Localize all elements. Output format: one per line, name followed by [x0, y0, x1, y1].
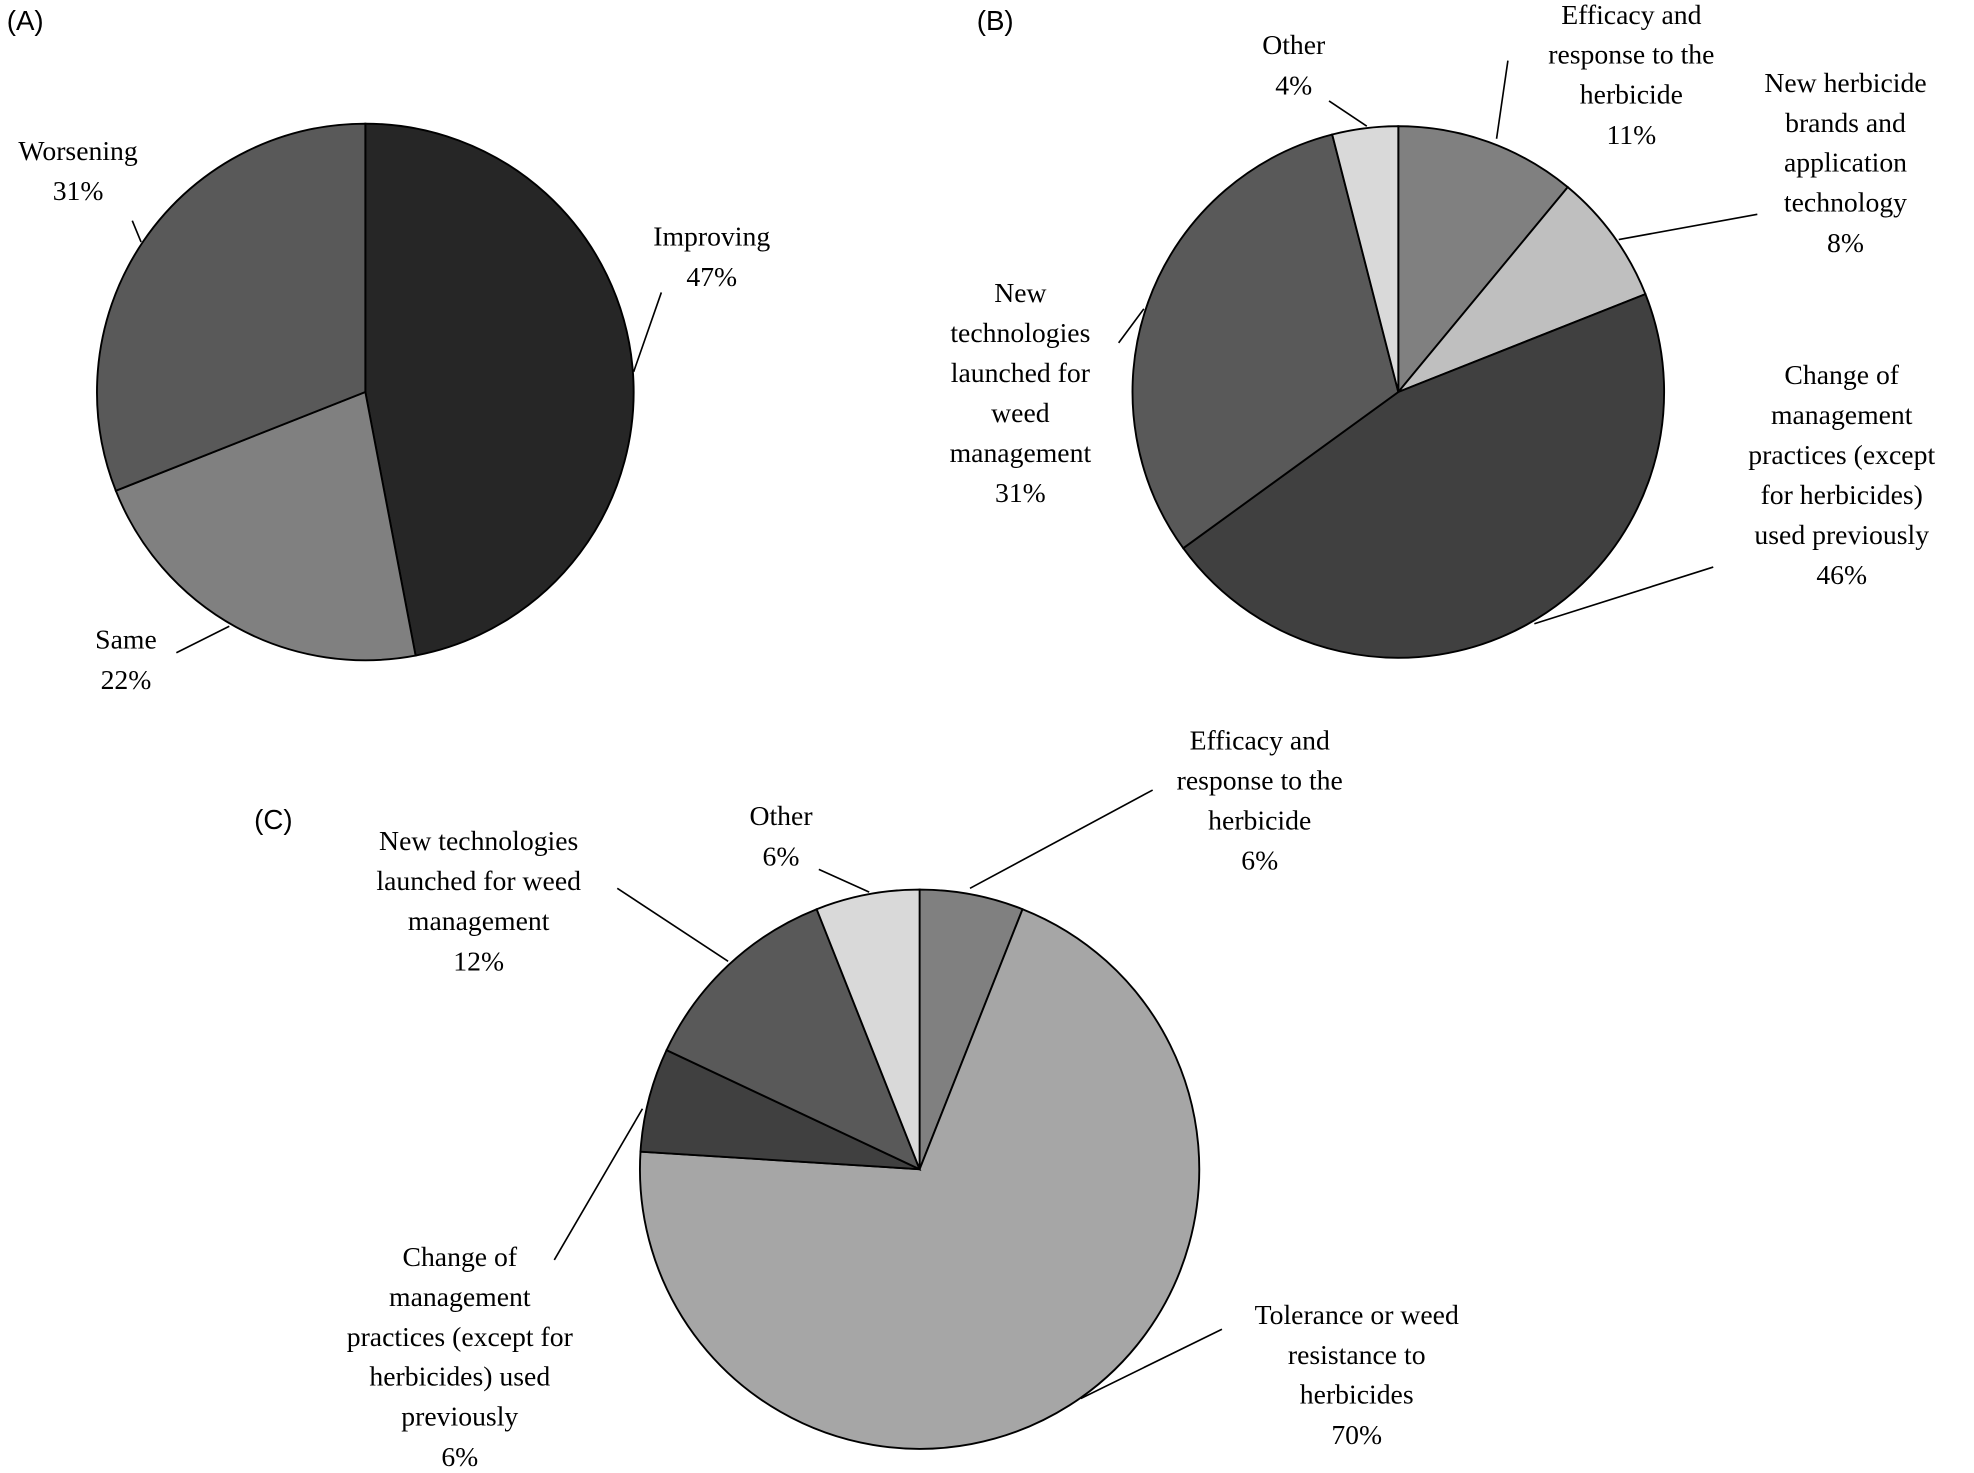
slice-label: New technologies launched for weed managem… [376, 826, 581, 937]
value-label: 22% [101, 664, 152, 695]
value-label: 12% [453, 945, 504, 976]
pie-slice [114, 390, 417, 662]
slice-label: Change of management practices (except for … [1748, 359, 1935, 550]
leader-line [553, 1108, 644, 1261]
value-label: 6% [441, 1441, 478, 1472]
value-label: 6% [763, 840, 800, 871]
pie-slice [1131, 133, 1400, 550]
pie-slice [815, 888, 921, 1170]
panel-label: (B) [977, 5, 1014, 36]
value-label: 8% [1827, 227, 1864, 258]
pie-slice [1397, 185, 1647, 393]
pie-slice [1181, 292, 1665, 659]
leader-line [616, 887, 729, 963]
leader-line [1534, 566, 1714, 625]
value-label: 4% [1275, 69, 1312, 100]
value-label: 11% [1606, 119, 1656, 150]
slice-label: Other [1262, 29, 1325, 60]
leader-line [818, 868, 870, 893]
pie-slice [1397, 125, 1570, 395]
panel-label: (C) [254, 804, 292, 835]
slice-label: Other [749, 800, 812, 831]
leader-line [175, 625, 230, 654]
value-label: 70% [1331, 1419, 1382, 1450]
leader-line [632, 292, 663, 373]
slice-label: Efficacy and response to the herbicide [1177, 725, 1343, 836]
slice-label: Change of management practices (except for… [347, 1241, 573, 1432]
leader-line [969, 789, 1154, 890]
value-label: 31% [53, 175, 104, 206]
leader-line [1117, 308, 1145, 344]
pie-slice [364, 122, 635, 657]
leader-line [1328, 100, 1368, 127]
pie-slice [639, 907, 1201, 1450]
slice-label: Same [95, 624, 157, 655]
value-label: 47% [686, 261, 737, 292]
leader-line [1495, 60, 1509, 139]
slice-label: Worsening [18, 135, 137, 166]
pie-slice [665, 907, 922, 1172]
slice-label: Efficacy and response to the herbicide [1548, 0, 1714, 110]
pie-slice [96, 122, 367, 492]
leader-line [131, 220, 142, 243]
panel-label: (A) [7, 5, 44, 36]
slice-label: New herbicide brands and application techno… [1764, 67, 1926, 218]
value-label: 6% [1241, 845, 1278, 876]
slice-label: New technologies launched for weed managemen… [950, 278, 1092, 469]
pie-slice [1331, 125, 1400, 393]
slice-label: Tolerance or weed resistance to herbicides [1255, 1299, 1459, 1410]
leader-line [1618, 213, 1758, 241]
value-label: 46% [1816, 559, 1867, 590]
value-label: 31% [995, 477, 1046, 508]
slice-label: Improving [653, 221, 770, 252]
leader-line [1080, 1328, 1223, 1400]
